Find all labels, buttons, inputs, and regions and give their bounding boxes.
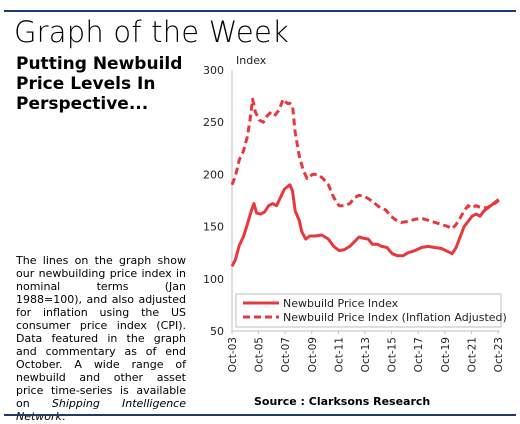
- x-tick-label: Oct-23: [493, 337, 505, 372]
- y-axis-label: Index: [236, 54, 267, 67]
- source-note: Source : Clarksons Research: [254, 395, 431, 408]
- y-tick-label: 150: [203, 221, 224, 234]
- shipping-intelligence-network-link[interactable]: Shipping Intelligence Network: [16, 397, 186, 423]
- series-line-nominal: [230, 183, 500, 267]
- page-title: Graph of the Week: [14, 15, 290, 49]
- x-tick-label: Oct-03: [227, 337, 239, 372]
- x-tick-label: Oct-05: [254, 337, 266, 372]
- legend-label-inflation-adjusted: Newbuild Price Index (Inflation Adjusted…: [283, 311, 507, 324]
- x-tick-label: Oct-09: [307, 337, 319, 372]
- chart-subtitle: Putting Newbuild Price Levels In Perspec…: [16, 54, 183, 114]
- y-tick-label: 50: [210, 325, 224, 338]
- chart-axes: 50 100 150 200 250 300 Index Oct-03 Oct-05 Oct-07…: [203, 54, 505, 372]
- x-tick-label: Oct-13: [360, 337, 372, 372]
- legend-box: [235, 293, 502, 328]
- y-tick-label: 100: [203, 273, 224, 286]
- series-line-inflation-adjusted: [230, 97, 500, 231]
- x-tick-label: Oct-21: [466, 337, 478, 372]
- y-tick-label: 200: [203, 168, 224, 181]
- x-tick-label: Oct-19: [440, 337, 452, 372]
- legend-label-nominal: Newbuild Price Index: [283, 297, 399, 310]
- x-tick-label: Oct-07: [280, 337, 292, 372]
- top-rule: [4, 10, 516, 12]
- x-tick-label: Oct-15: [387, 337, 399, 372]
- y-tick-label: 300: [203, 64, 224, 77]
- bottom-rule: [4, 414, 516, 416]
- chart-series: [230, 97, 500, 267]
- description-end: .: [61, 410, 66, 423]
- description-body: The lines on the graph show our newbuild…: [16, 254, 186, 410]
- x-tick-label: Oct-17: [413, 337, 425, 372]
- y-tick-label: 250: [203, 116, 224, 129]
- description-text: The lines on the graph show our newbuild…: [16, 254, 186, 423]
- x-tick-label: Oct-11: [333, 337, 345, 372]
